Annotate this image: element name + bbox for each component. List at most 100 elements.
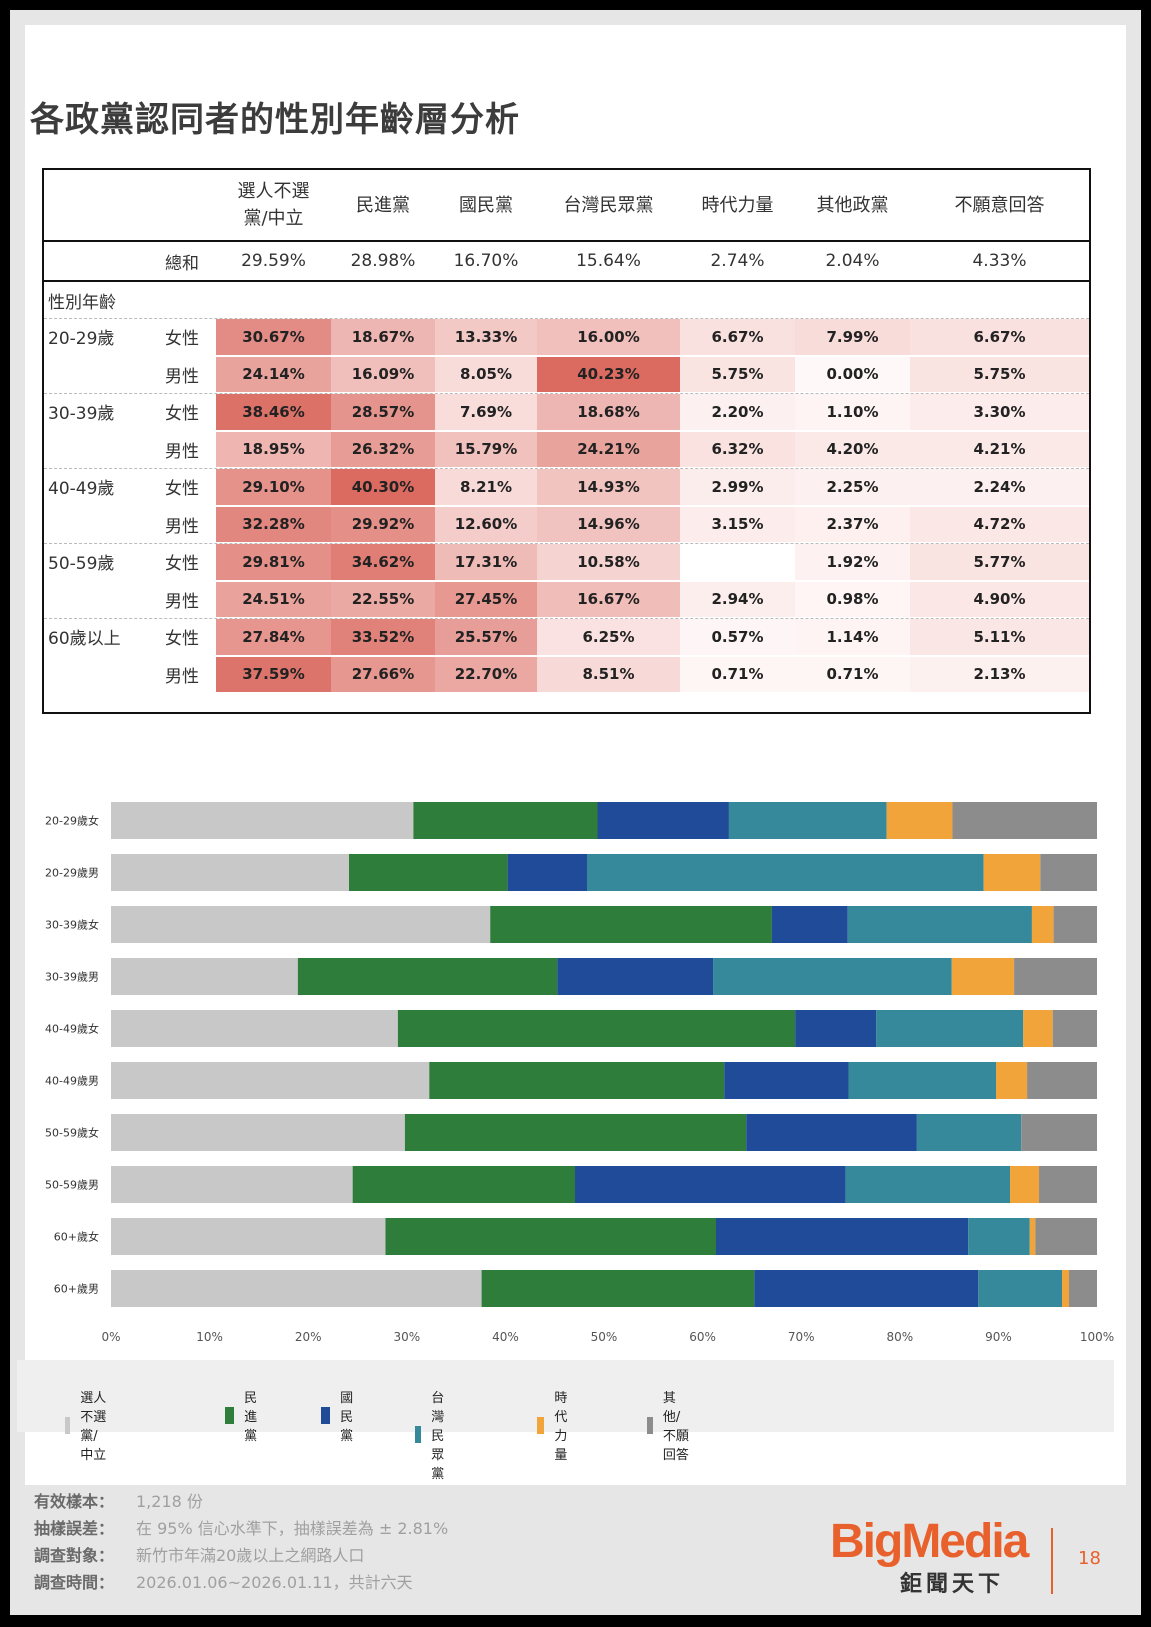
bar-segment <box>111 1218 386 1255</box>
footer-line: 調查時間： 2026.01.06~2026.01.11，共計六天 <box>34 1569 448 1596</box>
value-cell: 18.67% <box>331 319 435 355</box>
bar-segment <box>490 906 772 943</box>
bar-segment <box>111 1010 398 1047</box>
column-header: 不願意回答 <box>954 194 1045 216</box>
table-row: 男性 18.95% 26.32% 15.79% 24.21% 6.32% 4.20% 4.21… <box>44 431 1089 469</box>
value-cell: 12.60% <box>435 506 537 542</box>
bar-segment <box>1014 958 1097 995</box>
value-cell: 6.67% <box>910 319 1089 355</box>
total-cell: 2.74% <box>710 251 765 271</box>
bar-segment <box>968 1218 1030 1255</box>
table-row: 40-49歲 女性 29.10% 40.30% 8.21% 14.93% 2.99% 2.25… <box>44 468 1089 506</box>
x-tick-label: 60% <box>689 1330 716 1344</box>
bar-segment <box>352 1166 576 1203</box>
section-label: 性別年齡 <box>48 292 116 313</box>
table-header-row: 選人不選 黨/中立 民進黨 國民黨 台灣民眾黨 時代力量 其他政黨 不願意回答 <box>44 170 1089 240</box>
value-cell: 5.75% <box>910 356 1089 392</box>
value-cell: 2.99% <box>680 469 795 505</box>
logo-subtitle: 鉅聞天下 <box>900 1572 1005 1597</box>
value-cell: 1.14% <box>795 619 910 655</box>
category-label: 60+歲女 <box>54 1230 99 1244</box>
sex-label: 女性 <box>165 629 199 650</box>
column-header: 其他政黨 <box>816 194 889 216</box>
bar-segment <box>111 1166 353 1203</box>
footer-value: 新竹市年滿20歲以上之網路人口 <box>136 1546 365 1565</box>
bar-segment <box>429 1062 725 1099</box>
value-cell: 40.30% <box>331 469 435 505</box>
footer-value: 2026.01.06~2026.01.11，共計六天 <box>136 1573 413 1592</box>
logo-wordmark: BigMedia <box>830 1515 1029 1568</box>
legend-item: 選人不選黨/中立 <box>65 1387 109 1463</box>
bar-segment <box>507 854 587 891</box>
legend-swatch <box>65 1416 71 1434</box>
value-cell: 32.28% <box>216 506 331 542</box>
column-header: 選人不選 黨/中立 <box>237 181 310 229</box>
bar-segment <box>952 802 1097 839</box>
bar-segment <box>951 958 1015 995</box>
bar-segment <box>1035 1218 1097 1255</box>
value-cell: 22.55% <box>331 581 435 617</box>
footer-line: 調查對象： 新竹市年滿20歲以上之網路人口 <box>34 1542 448 1569</box>
value-cell: 40.23% <box>537 356 680 392</box>
value-cell: 27.66% <box>331 656 435 692</box>
x-tick-label: 50% <box>591 1330 618 1344</box>
bar-segment <box>111 1062 430 1099</box>
value-cell: 0.57% <box>680 619 795 655</box>
total-cell: 28.98% <box>350 251 416 271</box>
bar-segment <box>1052 1010 1097 1047</box>
total-cell: 15.64% <box>576 251 641 271</box>
bar-segment <box>597 802 729 839</box>
bar-segment <box>1010 1166 1040 1203</box>
age-group-label: 40-49歲 <box>48 479 115 500</box>
group-divider <box>44 618 1089 619</box>
value-cell: 4.21% <box>910 431 1089 467</box>
value-cell: 6.25% <box>537 619 680 655</box>
value-cell: 8.05% <box>435 356 537 392</box>
category-label: 40-49歲女 <box>45 1022 99 1036</box>
legend-swatch <box>537 1416 545 1434</box>
crosstab-table: 選人不選 黨/中立 民進黨 國民黨 台灣民眾黨 時代力量 其他政黨 不願意回答 總和 29.59… <box>42 168 1091 714</box>
value-cell: 0.00% <box>795 356 910 392</box>
category-label: 20-29歲男 <box>45 866 99 880</box>
survey-footer: 有效樣本： 1,218 份抽樣誤差： 在 95% 信心水準下，抽樣誤差為 ± 2.8… <box>34 1488 448 1596</box>
category-label: 50-59歲男 <box>45 1178 99 1192</box>
bar-segment <box>1021 1114 1097 1151</box>
bar-segment <box>978 1270 1063 1307</box>
legend-swatch <box>415 1426 422 1443</box>
bar-segment <box>771 906 848 943</box>
legend-item: 時代力量 <box>537 1387 577 1463</box>
value-cell: 17.31% <box>435 544 537 580</box>
bar-segment <box>348 854 508 891</box>
bar-segment <box>876 1010 1024 1047</box>
legend-label: 時代力量 <box>554 1391 568 1463</box>
value-cell: 5.11% <box>910 619 1089 655</box>
page-title: 各政黨認同者的性別年齡層分析 <box>30 100 520 140</box>
bar-segment <box>111 906 491 943</box>
page-number: 18 <box>1078 1548 1101 1569</box>
logo-divider <box>1051 1528 1053 1594</box>
bar-segment <box>297 958 558 995</box>
total-label: 總和 <box>165 253 199 274</box>
sex-label: 男性 <box>165 591 199 612</box>
value-cell: 4.20% <box>795 431 910 467</box>
bar-segment <box>575 1166 846 1203</box>
age-group-label: 60歲以上 <box>48 629 121 650</box>
bar-segment <box>716 1218 969 1255</box>
value-cell: 29.92% <box>331 506 435 542</box>
bar-segment <box>1062 1270 1070 1307</box>
value-cell: 24.14% <box>216 356 331 392</box>
x-tick-label: 80% <box>886 1330 913 1344</box>
category-label: 30-39歲男 <box>45 970 99 984</box>
x-tick-label: 10% <box>196 1330 223 1344</box>
sex-label: 女性 <box>165 404 199 425</box>
footer-value: 在 95% 信心水準下，抽樣誤差為 ± 2.81% <box>136 1519 449 1538</box>
value-cell: 6.67% <box>680 319 795 355</box>
total-cell: 4.33% <box>972 251 1027 271</box>
chart-legend-box: 選人不選黨/中立 民進黨 國民黨 台灣民眾黨 時代力量 其他/不願回答 <box>17 1360 1114 1482</box>
bar-segment <box>713 958 952 995</box>
bar-segment <box>847 906 1032 943</box>
sex-label: 女性 <box>165 479 199 500</box>
age-group-label: 30-39歲 <box>48 404 115 425</box>
table-row: 20-29歲 女性 30.67% 18.67% 13.33% 16.00% 6.67% 7.9… <box>44 318 1089 356</box>
value-cell: 30.67% <box>216 319 331 355</box>
